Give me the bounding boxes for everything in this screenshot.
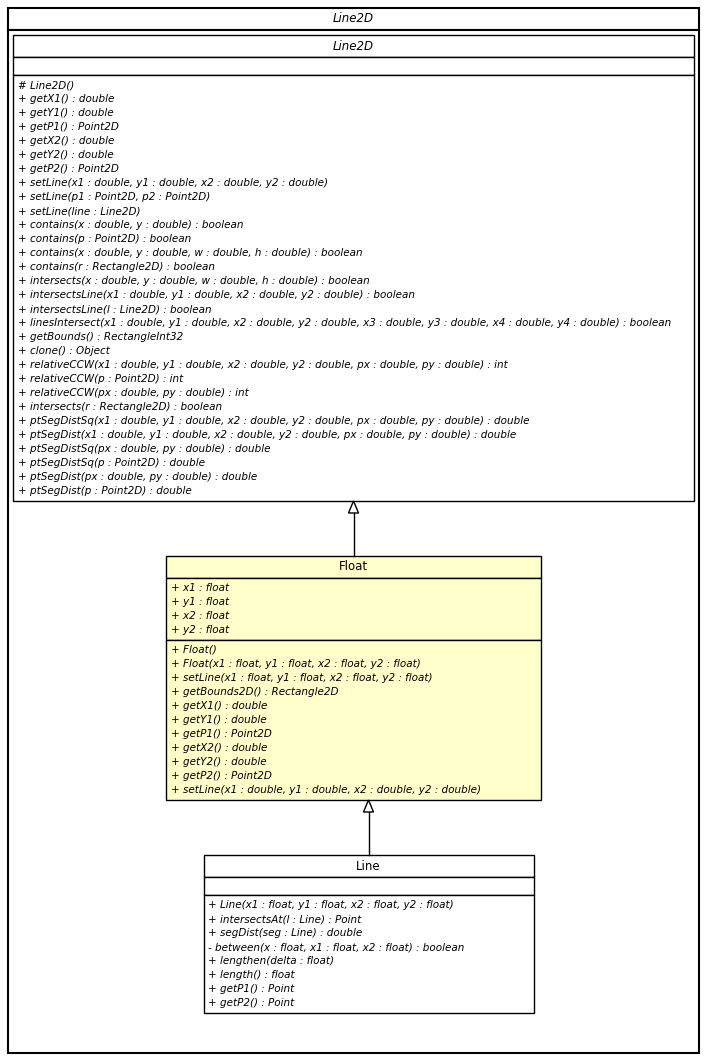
Text: + ptSegDistSq(px : double, py : double) : double: + ptSegDistSq(px : double, py : double) … xyxy=(18,443,271,454)
Text: + setLine(line : Line2D): + setLine(line : Line2D) xyxy=(18,206,141,216)
Text: + contains(p : Point2D) : boolean: + contains(p : Point2D) : boolean xyxy=(18,234,192,244)
Text: Float: Float xyxy=(339,560,368,574)
Text: + getP2() : Point: + getP2() : Point xyxy=(209,998,295,1008)
Text: + getP1() : Point2D: + getP1() : Point2D xyxy=(18,122,119,132)
Bar xyxy=(13,75,694,501)
Text: + relativeCCW(px : double, py : double) : int: + relativeCCW(px : double, py : double) … xyxy=(18,388,249,398)
Text: + relativeCCW(x1 : double, y1 : double, x2 : double, y2 : double, px : double, p: + relativeCCW(x1 : double, y1 : double, … xyxy=(18,360,508,370)
Text: + contains(r : Rectangle2D) : boolean: + contains(r : Rectangle2D) : boolean xyxy=(18,262,215,272)
Bar xyxy=(204,895,534,1013)
Text: + ptSegDist(x1 : double, y1 : double, x2 : double, y2 : double, px : double, py : + ptSegDist(x1 : double, y1 : double, x2… xyxy=(18,430,516,440)
Bar xyxy=(13,35,694,57)
Text: + x1 : float: + x1 : float xyxy=(171,582,229,593)
Text: + getX2() : double: + getX2() : double xyxy=(171,743,267,753)
Text: + getX1() : double: + getX1() : double xyxy=(171,701,267,711)
Text: + Line(x1 : float, y1 : float, x2 : float, y2 : float): + Line(x1 : float, y1 : float, x2 : floa… xyxy=(209,900,454,910)
Text: + getY1() : double: + getY1() : double xyxy=(171,715,267,725)
Text: + getP1() : Point: + getP1() : Point xyxy=(209,984,295,994)
Text: Line2D: Line2D xyxy=(333,39,374,52)
Text: + ptSegDist(px : double, py : double) : double: + ptSegDist(px : double, py : double) : … xyxy=(18,472,257,482)
Text: + ptSegDistSq(p : Point2D) : double: + ptSegDistSq(p : Point2D) : double xyxy=(18,458,205,468)
Text: Line2D: Line2D xyxy=(333,13,374,25)
Text: + setLine(x1 : float, y1 : float, x2 : float, y2 : float): + setLine(x1 : float, y1 : float, x2 : f… xyxy=(171,673,433,683)
Text: + getX1() : double: + getX1() : double xyxy=(18,94,115,104)
Text: + getP2() : Point2D: + getP2() : Point2D xyxy=(171,771,272,781)
Text: + intersects(r : Rectangle2D) : boolean: + intersects(r : Rectangle2D) : boolean xyxy=(18,402,222,412)
Text: + setLine(x1 : double, y1 : double, x2 : double, y2 : double): + setLine(x1 : double, y1 : double, x2 :… xyxy=(18,178,328,188)
Text: + clone() : Object: + clone() : Object xyxy=(18,346,110,356)
Bar xyxy=(13,57,694,75)
Text: + intersectsAt(l : Line) : Point: + intersectsAt(l : Line) : Point xyxy=(209,914,362,924)
Text: + setLine(x1 : double, y1 : double, x2 : double, y2 : double): + setLine(x1 : double, y1 : double, x2 :… xyxy=(171,785,481,795)
Text: + contains(x : double, y : double, w : double, h : double) : boolean: + contains(x : double, y : double, w : d… xyxy=(18,248,363,258)
Bar xyxy=(166,640,541,800)
Text: + linesIntersect(x1 : double, y1 : double, x2 : double, y2 : double, x3 : double: + linesIntersect(x1 : double, y1 : doubl… xyxy=(18,318,671,328)
Bar xyxy=(166,578,541,640)
Text: + ptSegDistSq(x1 : double, y1 : double, x2 : double, y2 : double, px : double, p: + ptSegDistSq(x1 : double, y1 : double, … xyxy=(18,416,530,427)
Text: + segDist(seg : Line) : double: + segDist(seg : Line) : double xyxy=(209,928,363,938)
Text: + relativeCCW(p : Point2D) : int: + relativeCCW(p : Point2D) : int xyxy=(18,373,183,384)
Text: + getP2() : Point2D: + getP2() : Point2D xyxy=(18,164,119,174)
Text: Line: Line xyxy=(356,859,381,872)
Text: + getX2() : double: + getX2() : double xyxy=(18,136,115,146)
Text: + getY2() : double: + getY2() : double xyxy=(18,150,114,160)
Text: + contains(x : double, y : double) : boolean: + contains(x : double, y : double) : boo… xyxy=(18,220,243,230)
Text: - between(x : float, x1 : float, x2 : float) : boolean: - between(x : float, x1 : float, x2 : fl… xyxy=(209,942,465,952)
Text: + getP1() : Point2D: + getP1() : Point2D xyxy=(171,729,272,740)
Text: + ptSegDist(p : Point2D) : double: + ptSegDist(p : Point2D) : double xyxy=(18,486,192,495)
Text: + x2 : float: + x2 : float xyxy=(171,611,229,621)
Polygon shape xyxy=(349,501,358,514)
Bar xyxy=(204,855,534,877)
Text: + Float(): + Float() xyxy=(171,645,217,655)
Bar xyxy=(8,8,699,30)
Text: + y1 : float: + y1 : float xyxy=(171,597,229,607)
Bar xyxy=(166,556,541,578)
Text: + setLine(p1 : Point2D, p2 : Point2D): + setLine(p1 : Point2D, p2 : Point2D) xyxy=(18,192,210,202)
Text: + intersects(x : double, y : double, w : double, h : double) : boolean: + intersects(x : double, y : double, w :… xyxy=(18,276,370,286)
Bar xyxy=(204,877,534,895)
Text: + getBounds() : RectangleInt32: + getBounds() : RectangleInt32 xyxy=(18,332,183,342)
Polygon shape xyxy=(363,800,373,812)
Text: + getBounds2D() : Rectangle2D: + getBounds2D() : Rectangle2D xyxy=(171,688,339,697)
Text: # Line2D(): # Line2D() xyxy=(18,80,74,90)
Text: + getY2() : double: + getY2() : double xyxy=(171,756,267,767)
Text: + lengthen(delta : float): + lengthen(delta : float) xyxy=(209,956,334,966)
Text: + y2 : float: + y2 : float xyxy=(171,625,229,634)
Text: + getY1() : double: + getY1() : double xyxy=(18,108,114,118)
Text: + length() : float: + length() : float xyxy=(209,970,295,980)
Text: + Float(x1 : float, y1 : float, x2 : float, y2 : float): + Float(x1 : float, y1 : float, x2 : flo… xyxy=(171,659,421,669)
Text: + intersectsLine(l : Line2D) : boolean: + intersectsLine(l : Line2D) : boolean xyxy=(18,305,211,314)
Text: + intersectsLine(x1 : double, y1 : double, x2 : double, y2 : double) : boolean: + intersectsLine(x1 : double, y1 : doubl… xyxy=(18,290,415,300)
